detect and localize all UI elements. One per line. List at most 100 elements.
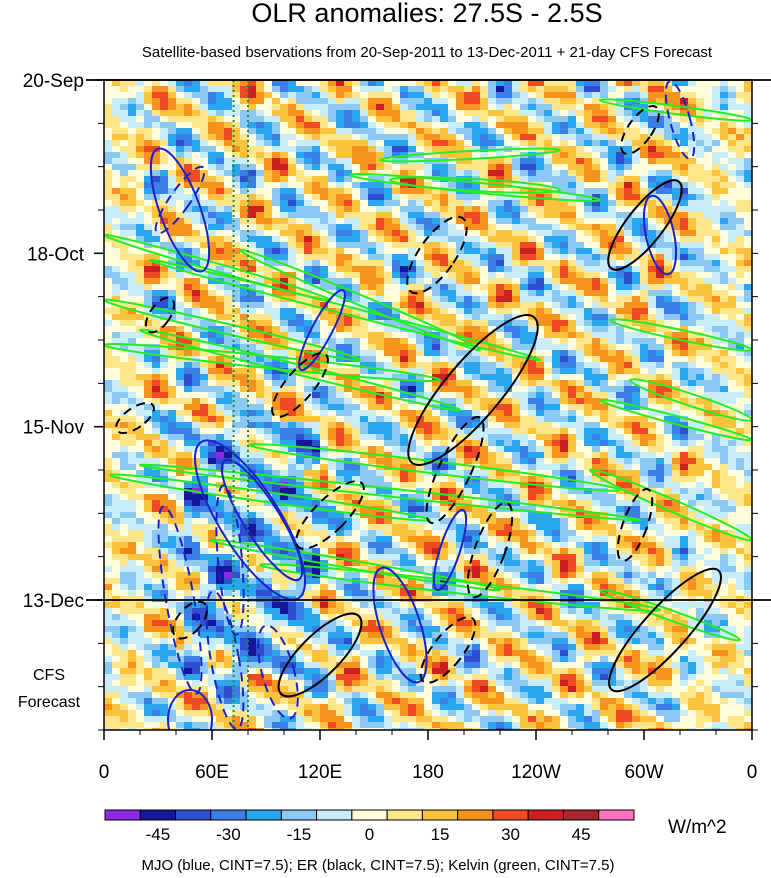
heatmap-cell bbox=[304, 146, 313, 153]
heatmap-cell bbox=[192, 368, 201, 375]
heatmap-cell bbox=[680, 314, 689, 321]
heatmap-cell bbox=[616, 176, 625, 183]
heatmap-cell bbox=[240, 116, 249, 123]
heatmap-cell bbox=[360, 278, 369, 285]
heatmap-cell bbox=[144, 182, 153, 189]
heatmap-cell bbox=[576, 92, 585, 99]
heatmap-cell bbox=[264, 98, 273, 105]
heatmap-cell bbox=[512, 254, 521, 261]
heatmap-cell bbox=[320, 290, 329, 297]
heatmap-cell bbox=[216, 146, 225, 153]
heatmap-cell bbox=[688, 380, 697, 387]
heatmap-cell bbox=[184, 194, 193, 201]
heatmap-cell bbox=[288, 200, 297, 207]
heatmap-cell bbox=[152, 92, 161, 99]
heatmap-cell bbox=[376, 434, 385, 441]
heatmap-cell bbox=[368, 104, 377, 111]
heatmap-cell bbox=[328, 218, 337, 225]
heatmap-cell bbox=[152, 278, 161, 285]
heatmap-cell bbox=[104, 194, 113, 201]
heatmap-cell bbox=[256, 278, 265, 285]
heatmap-cell bbox=[128, 200, 137, 207]
heatmap-cell bbox=[144, 326, 153, 333]
heatmap-cell bbox=[112, 242, 121, 249]
heatmap-cell bbox=[192, 218, 201, 225]
heatmap-cell bbox=[272, 188, 281, 195]
heatmap-cell bbox=[360, 140, 369, 147]
heatmap-cell bbox=[376, 200, 385, 207]
heatmap-cell bbox=[672, 128, 681, 135]
heatmap-cell bbox=[656, 362, 665, 369]
heatmap-cell bbox=[384, 284, 393, 291]
heatmap-cell bbox=[608, 272, 617, 279]
heatmap-cell bbox=[656, 314, 665, 321]
heatmap-cell bbox=[504, 140, 513, 147]
heatmap-cell bbox=[328, 242, 337, 249]
heatmap-cell bbox=[632, 266, 641, 273]
heatmap-cell bbox=[376, 422, 385, 429]
heatmap-cell bbox=[584, 350, 593, 357]
heatmap-cell bbox=[744, 158, 752, 165]
heatmap-cell bbox=[288, 116, 297, 123]
heatmap-cell bbox=[592, 158, 601, 165]
heatmap-cell bbox=[736, 104, 745, 111]
heatmap-cell bbox=[600, 320, 609, 327]
heatmap-cell bbox=[440, 182, 449, 189]
heatmap-cell bbox=[720, 92, 729, 99]
heatmap-cell bbox=[400, 338, 409, 345]
heatmap-cell bbox=[560, 344, 569, 351]
heatmap-cell bbox=[584, 284, 593, 291]
heatmap-cell bbox=[608, 254, 617, 261]
heatmap-cell bbox=[432, 128, 441, 135]
heatmap-cell bbox=[104, 104, 113, 111]
heatmap-cell bbox=[296, 158, 305, 165]
heatmap-cell bbox=[264, 86, 273, 93]
heatmap-cell bbox=[280, 320, 289, 327]
heatmap-cell bbox=[168, 386, 177, 393]
heatmap-cell bbox=[688, 440, 697, 447]
heatmap-cell bbox=[104, 338, 113, 345]
heatmap-cell bbox=[400, 416, 409, 423]
heatmap-cell bbox=[312, 104, 321, 111]
heatmap-cell bbox=[392, 98, 401, 105]
heatmap-cell bbox=[320, 122, 329, 129]
heatmap-cell bbox=[672, 176, 681, 183]
heatmap-cell bbox=[616, 194, 625, 201]
heatmap-cell bbox=[128, 170, 137, 177]
heatmap-cell bbox=[504, 392, 513, 399]
heatmap-cell bbox=[352, 194, 361, 201]
heatmap-cell bbox=[656, 134, 665, 141]
heatmap-cell bbox=[648, 98, 657, 105]
heatmap-cell bbox=[624, 374, 633, 381]
heatmap-cell bbox=[288, 152, 297, 159]
heatmap-cell bbox=[328, 152, 337, 159]
heatmap-cell bbox=[624, 80, 633, 87]
heatmap-cell bbox=[736, 224, 745, 231]
heatmap-cell bbox=[120, 206, 129, 213]
heatmap-cell bbox=[704, 350, 713, 357]
heatmap-cell bbox=[376, 98, 385, 105]
heatmap-cell bbox=[560, 422, 569, 429]
heatmap-cell bbox=[624, 224, 633, 231]
heatmap-cell bbox=[240, 158, 249, 165]
heatmap-cell bbox=[304, 224, 313, 231]
heatmap-cell bbox=[184, 128, 193, 135]
heatmap-cell bbox=[632, 254, 641, 261]
heatmap-cell bbox=[552, 428, 561, 435]
heatmap-cell bbox=[392, 86, 401, 93]
heatmap-cell bbox=[536, 266, 545, 273]
heatmap-cell bbox=[568, 194, 577, 201]
heatmap-cell bbox=[688, 272, 697, 279]
heatmap-cell bbox=[512, 398, 521, 405]
heatmap-cell bbox=[576, 188, 585, 195]
heatmap-cell bbox=[168, 236, 177, 243]
heatmap-cell bbox=[280, 224, 289, 231]
heatmap-cell bbox=[104, 218, 113, 225]
heatmap-cell bbox=[232, 218, 241, 225]
heatmap-cell bbox=[216, 200, 225, 207]
heatmap-cell bbox=[184, 188, 193, 195]
heatmap-cell bbox=[488, 128, 497, 135]
heatmap-cell bbox=[424, 146, 433, 153]
heatmap-cell bbox=[248, 308, 257, 315]
heatmap-cell bbox=[184, 392, 193, 399]
